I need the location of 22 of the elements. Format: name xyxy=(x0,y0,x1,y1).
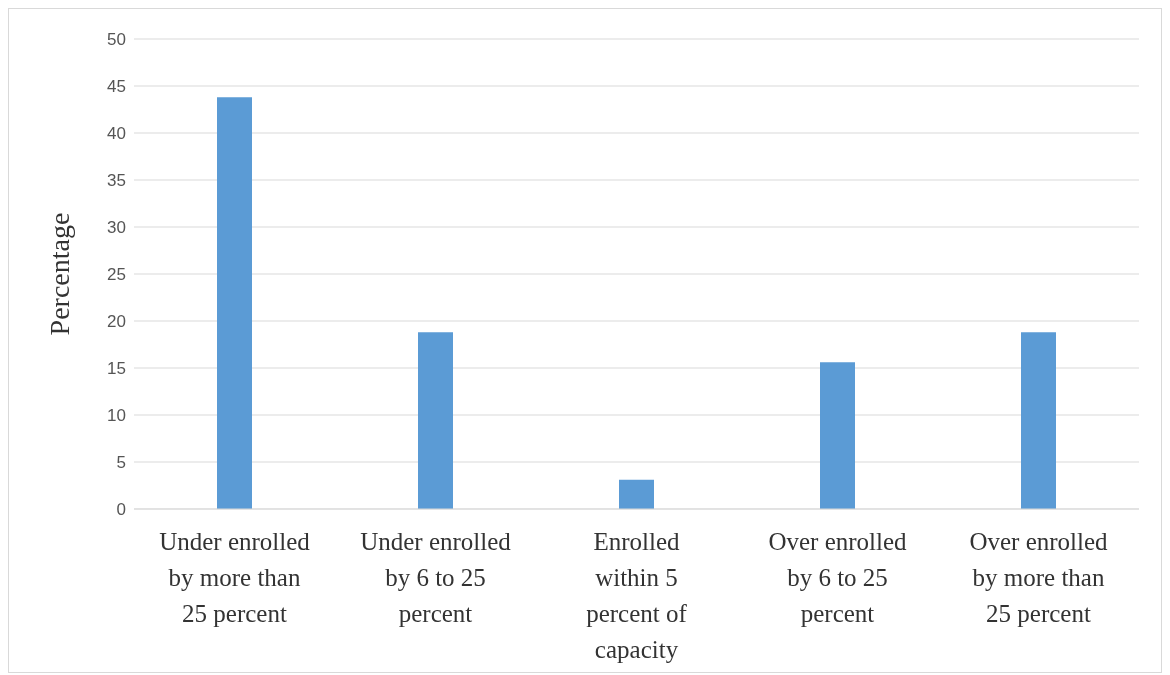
y-tick-label: 35 xyxy=(107,171,126,191)
y-tick-label: 10 xyxy=(107,406,126,426)
y-tick-label: 45 xyxy=(107,77,126,97)
bar xyxy=(820,362,855,509)
y-tick-label: 15 xyxy=(107,359,126,379)
bar xyxy=(217,97,252,509)
x-tick-label: Over enrolled by more than 25 percent xyxy=(969,528,1109,627)
y-tick-label: 30 xyxy=(107,218,126,238)
x-tick-label: Under enrolled by 6 to 25 percent xyxy=(360,528,512,627)
y-tick-label: 0 xyxy=(116,500,126,520)
x-tick-label: Under enrolled by more than 25 percent xyxy=(159,528,311,627)
y-axis-title: Percentage xyxy=(43,212,75,336)
bar xyxy=(1021,332,1056,509)
y-tick-label: 20 xyxy=(107,312,126,332)
y-tick-label: 40 xyxy=(107,124,126,144)
y-tick-label: 25 xyxy=(107,265,126,285)
bar xyxy=(418,332,453,509)
x-tick-label: Enrolled within 5 percent of capacity xyxy=(586,528,688,663)
bar xyxy=(619,479,654,509)
y-tick-label: 5 xyxy=(116,453,126,473)
x-tick-label: Over enrolled by 6 to 25 percent xyxy=(768,528,908,627)
y-tick-label: 50 xyxy=(107,30,126,50)
